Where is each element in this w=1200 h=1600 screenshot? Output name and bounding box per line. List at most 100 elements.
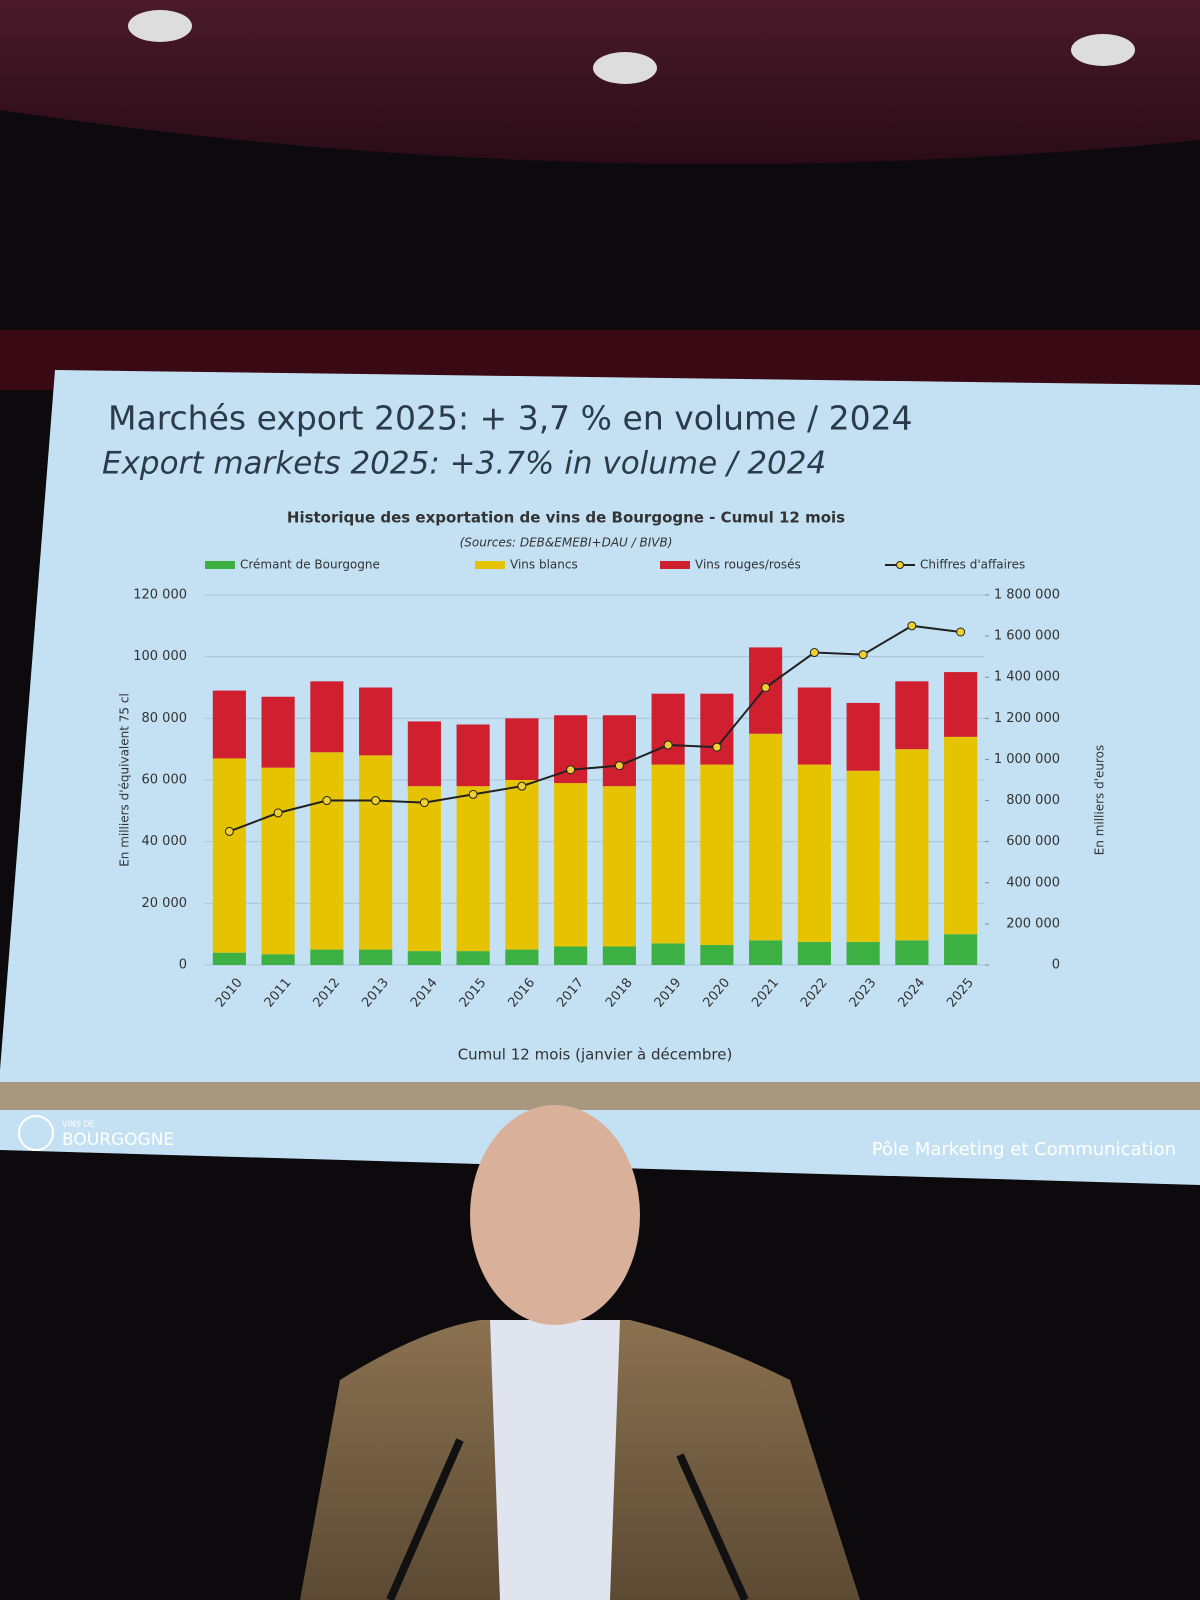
y-tick-label: 100 000 [133,649,187,664]
y-tick-label: 60 000 [142,773,188,788]
revenue-point [663,740,673,750]
y-axis-label: En milliers d'équivalent 75 cl [118,693,132,867]
bar-segment [846,770,880,942]
stone-band [0,1082,1200,1110]
y2-tick-label: 200 000 [1006,916,1060,931]
y-tick-label: 120 000 [133,588,187,603]
bar-segment [407,786,441,952]
legend-label: Vins blancs [510,558,578,572]
bar-segment [261,954,295,965]
chart-subtitle: (Sources: DEB&EMEBI+DAU / BIVB) [460,536,673,550]
bar-segment [310,681,344,753]
bar-segment [846,702,880,771]
bar-segment [944,736,978,935]
bar-segment [212,690,246,759]
revenue-point [322,796,332,806]
speaker-head [470,1105,640,1325]
bar-segment [359,687,393,756]
bar-segment [651,693,685,765]
legend-swatch [660,561,690,569]
revenue-point [712,742,722,752]
bar-segment [456,786,490,952]
bar-segment [602,715,636,787]
bar-segment [749,733,783,941]
y2-tick-label: 800 000 [1006,793,1060,808]
microphone [676,1453,749,1600]
bar-segment [797,687,831,765]
bar-segment [700,693,734,765]
bar-segment [554,783,588,947]
y-tick-label: 40 000 [142,834,188,849]
bar-segment [261,696,295,768]
bar-segment [749,940,783,965]
revenue-line [229,624,961,833]
bar-segment [505,780,539,950]
spotlight [593,52,657,84]
revenue-point [761,683,771,692]
bar-segment [651,943,685,965]
bar-segment [554,946,588,965]
bar-segment [407,951,441,965]
legend-marker [896,561,904,569]
revenue-point [566,765,576,775]
revenue-point [614,761,624,771]
bar-segment [797,941,831,965]
slide-title: Marchés export 2025: + 3,7 % en volume /… [108,399,913,438]
spotlight [1071,34,1135,66]
bar-segment [700,944,734,965]
bar-segment [456,951,490,965]
y-tick-label: 0 [179,958,187,973]
microphone [386,1438,464,1600]
bar-segment [602,786,636,947]
bar-segment [212,758,246,953]
bar-segment [895,749,929,941]
revenue-point [809,648,819,658]
bar-segment [212,952,246,965]
revenue-point [956,627,966,637]
bar-segment [797,764,831,942]
revenue-point [273,808,283,818]
bar-segment [407,721,441,787]
spotlight [128,10,192,42]
legend-swatch [475,561,505,569]
legend-swatch [205,561,235,569]
y2-tick-label: 1 200 000 [994,711,1060,726]
bar-segment [895,940,929,965]
y2-tick-label: 400 000 [1006,875,1060,890]
y2-tick-label: 0 [1052,958,1060,973]
revenue-point [858,650,868,660]
bar-segment [944,934,978,965]
y-tick-label: 80 000 [142,711,188,726]
bar-segment [602,946,636,965]
revenue-point [371,796,381,806]
legend-label: Crémant de Bourgogne [240,558,380,572]
y2-axis-label: En milliers d'euros [1093,745,1107,856]
bar-segment [505,718,539,780]
x-axis-label: Cumul 12 mois (janvier à décembre) [458,1046,733,1064]
bar-segment [944,672,978,737]
bar-segment [359,755,393,950]
speaker [300,1105,860,1600]
legend-label: Vins rouges/rosés [695,558,801,572]
revenue-point [907,621,917,631]
bar-segment [895,681,929,750]
bar-segment [456,724,490,787]
slide [0,370,1200,1185]
legend-label: Chiffres d'affaires [920,558,1025,572]
y2-tick-label: 1 800 000 [994,588,1060,603]
footer: Pôle Marketing et Communication [872,1139,1176,1160]
brand-logo [18,1115,54,1151]
brand: BOURGOGNE [62,1130,174,1150]
y2-tick-label: 600 000 [1006,834,1060,849]
bar-segment [310,949,344,965]
ceiling [0,0,1200,164]
bar-segment [310,752,344,950]
bar-segment [505,949,539,965]
bar-segment [359,949,393,965]
chart-title: Historique des exportation de vins de Bo… [287,509,845,527]
shirt [490,1320,620,1600]
y2-tick-label: 1 000 000 [994,752,1060,767]
revenue-point [419,798,429,808]
